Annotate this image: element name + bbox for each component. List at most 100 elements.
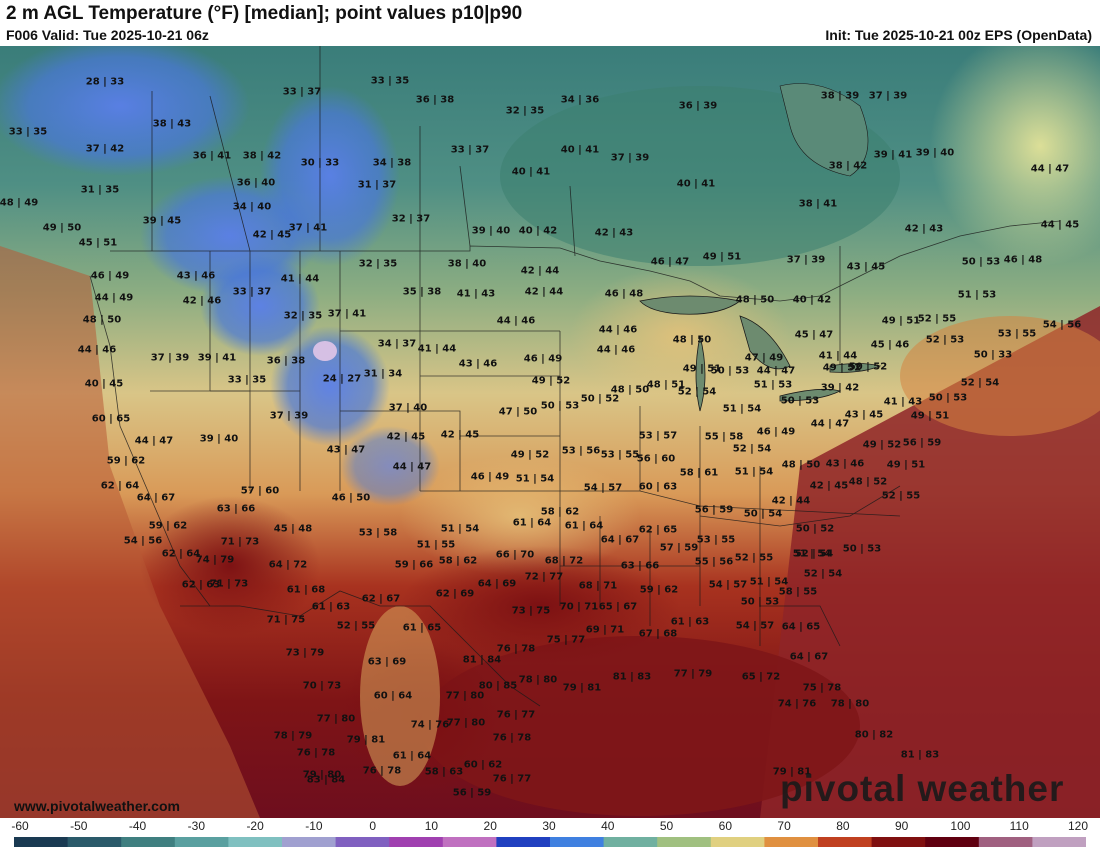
point-value-label: 46 | 47 (650, 256, 690, 268)
point-value-label: 71 | 73 (209, 578, 249, 590)
point-value-label: 62 | 67 (361, 593, 401, 605)
point-value-label: 52 | 54 (794, 548, 834, 560)
point-value-label: 38 | 43 (152, 118, 192, 130)
point-value-label: 53 | 55 (600, 449, 640, 461)
point-value-label: 48 | 50 (781, 459, 821, 471)
point-value-label: 49 | 51 (702, 251, 742, 263)
point-value-label: 44 | 47 (392, 461, 432, 473)
point-value-label: 58 | 62 (438, 555, 478, 567)
point-value-label: 49 | 51 (881, 315, 921, 327)
point-value-label: 39 | 45 (142, 215, 182, 227)
point-value-label: 37 | 42 (85, 143, 125, 155)
point-value-label: 57 | 59 (659, 542, 699, 554)
colorbar-segment (764, 837, 819, 847)
point-value-label: 50 | 53 (710, 365, 750, 377)
point-value-label: 81 | 84 (462, 654, 502, 666)
point-value-label: 56 | 59 (694, 504, 734, 516)
point-value-label: 50 | 33 (973, 349, 1013, 361)
point-value-label: 40 | 42 (792, 294, 832, 306)
point-value-label: 35 | 38 (402, 286, 442, 298)
point-value-label: 38 | 40 (447, 258, 487, 270)
point-value-label: 53 | 58 (358, 527, 398, 539)
point-value-label: 33 | 37 (282, 86, 322, 98)
colorbar-tick-label: -20 (246, 819, 264, 833)
point-value-label: 78 | 79 (273, 730, 313, 742)
point-value-label: 32 | 35 (283, 310, 323, 322)
point-value-label: 33 | 35 (370, 75, 410, 87)
point-value-label: 64 | 67 (136, 492, 176, 504)
point-value-label: 33 | 37 (450, 144, 490, 156)
point-value-label: 50 | 52 (795, 523, 835, 535)
point-value-label: 45 | 47 (794, 329, 834, 341)
point-value-label: 47 | 50 (498, 406, 538, 418)
point-value-label: 70 | 73 (302, 680, 342, 692)
point-value-label: 37 | 41 (327, 308, 367, 320)
point-value-label: 44 | 47 (1030, 163, 1070, 175)
point-value-label: 73 | 79 (285, 647, 325, 659)
point-value-label: 38 | 42 (828, 160, 868, 172)
point-value-label: 44 | 46 (496, 315, 536, 327)
point-value-label: 77 | 80 (445, 690, 485, 702)
point-value-label: 60 | 65 (91, 413, 131, 425)
point-value-label: 76 | 78 (492, 732, 532, 744)
point-value-label: 77 | 80 (446, 717, 486, 729)
point-value-label: 79 | 80 (302, 769, 342, 781)
point-value-label: 56 | 59 (452, 787, 492, 799)
point-value-label: 60 | 64 (373, 690, 413, 702)
point-value-label: 46 | 48 (1003, 254, 1043, 266)
point-value-label: 49 | 52 (822, 362, 862, 374)
point-value-label: 75 | 78 (802, 682, 842, 694)
point-value-label: 62 | 63 (181, 579, 221, 591)
point-value-label: 51 | 53 (957, 289, 997, 301)
point-value-label: 51 | 54 (515, 473, 555, 485)
colorbar-tick-label: 100 (950, 819, 971, 833)
point-value-label: 50 | 53 (540, 400, 580, 412)
point-value-label: 33 | 37 (232, 286, 272, 298)
point-value-label: 75 | 77 (546, 634, 586, 646)
temperature-map[interactable]: 28 | 33 33 | 37 33 | 35 36 | 38 34 | 36 36 | … (0, 46, 1100, 818)
point-value-label: 66 | 70 (495, 549, 535, 561)
point-value-label: 73 | 75 (511, 605, 551, 617)
point-value-label: 54 | 56 (123, 535, 163, 547)
point-value-label: 74 | 76 (410, 719, 450, 731)
point-value-label: 34 | 37 (377, 338, 417, 350)
point-value-label: 54 | 57 (735, 620, 775, 632)
point-value-label: 44 | 47 (134, 435, 174, 447)
point-value-label: 39 | 42 (820, 382, 860, 394)
point-value-label: 43 | 46 (458, 358, 498, 370)
point-value-label: 36 | 39 (678, 100, 718, 112)
colorbar-segment (121, 837, 176, 847)
point-value-label: 48 | 51 (646, 379, 686, 391)
point-value-label: 57 | 60 (240, 485, 280, 497)
point-value-label: 74 | 79 (195, 554, 235, 566)
point-value-label: 30 | 33 (300, 157, 340, 169)
point-value-label: 58 | 61 (679, 467, 719, 479)
colorbar-tick-label: 30 (542, 819, 556, 833)
colorbar-tick-label: 90 (894, 819, 909, 833)
colorbar-segment (389, 837, 444, 847)
point-value-label: 36 | 38 (415, 94, 455, 106)
point-value-label: 32 | 35 (505, 105, 545, 117)
colorbar-tick-label: 40 (601, 819, 615, 833)
point-value-label: 46 | 50 (331, 492, 371, 504)
colorbar-tick-label: 60 (718, 819, 733, 833)
point-value-label: 49 | 52 (862, 439, 902, 451)
point-value-label: 28 | 33 (85, 76, 125, 88)
colorbar-segment (978, 837, 1033, 847)
point-value-label: 52 | 54 (677, 386, 717, 398)
point-value-label: 71 | 75 (266, 614, 306, 626)
point-value-label: 61 | 68 (286, 584, 326, 596)
point-value-label: 50 | 53 (780, 395, 820, 407)
point-value-label: 36 | 38 (266, 355, 306, 367)
point-value-label: 45 | 48 (273, 523, 313, 535)
point-value-label: 64 | 69 (477, 578, 517, 590)
colorbar-segment (871, 837, 926, 847)
point-value-label: 41 | 44 (280, 273, 320, 285)
point-value-label: 38 | 41 (798, 198, 838, 210)
point-value-label: 49 | 50 (42, 222, 82, 234)
point-value-label: 61 | 64 (392, 750, 432, 762)
point-value-label: 36 | 40 (236, 177, 276, 189)
point-value-label: 44 | 46 (598, 324, 638, 336)
point-value-label: 51 | 54 (734, 466, 774, 478)
site-url[interactable]: www.pivotalweather.com (14, 798, 180, 814)
